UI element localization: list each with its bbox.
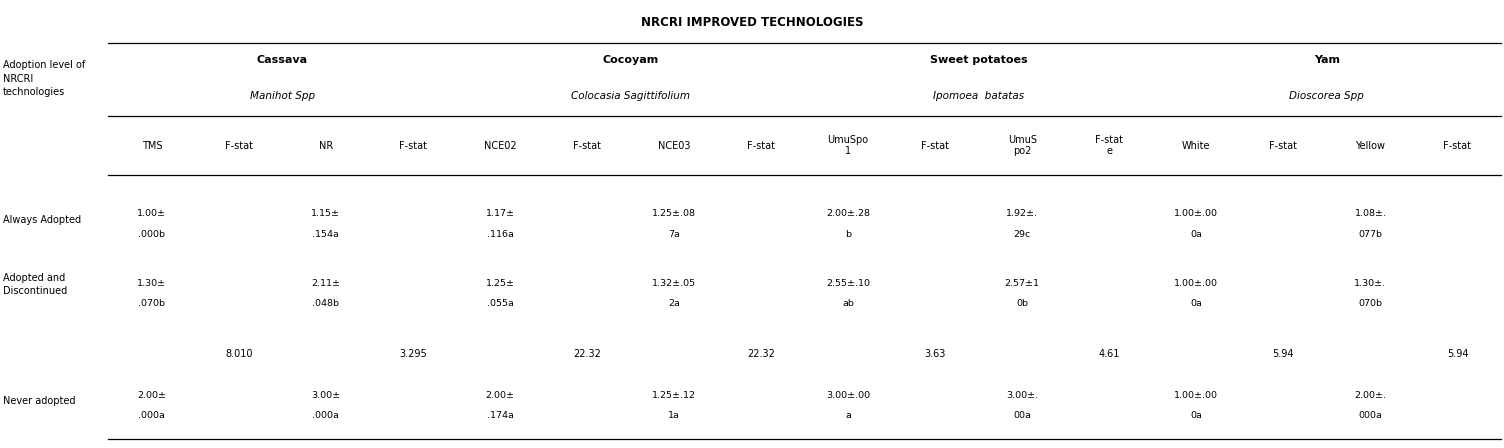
Text: F-stat: F-stat (399, 141, 427, 151)
Text: Ipomoea  batatas: Ipomoea batatas (932, 91, 1024, 101)
Text: 1a: 1a (668, 411, 680, 420)
Text: 1.92±.: 1.92±. (1006, 209, 1038, 218)
Text: 7a: 7a (668, 230, 680, 239)
Text: 0a: 0a (1190, 411, 1202, 420)
Text: .000a: .000a (313, 411, 340, 420)
Text: 2.11±: 2.11± (311, 279, 340, 288)
Text: 2.57±1: 2.57±1 (1005, 279, 1039, 288)
Text: 5.94: 5.94 (1272, 349, 1293, 359)
Text: F-stat: F-stat (1269, 141, 1298, 151)
Text: Cassava: Cassava (257, 56, 308, 65)
Text: NR: NR (319, 141, 332, 151)
Text: 2.00±.: 2.00±. (1355, 391, 1387, 400)
Text: NCE03: NCE03 (657, 141, 690, 151)
Text: 2a: 2a (668, 299, 680, 308)
Text: 00a: 00a (1014, 411, 1032, 420)
Text: Never adopted: Never adopted (3, 396, 75, 406)
Text: 1.00±.00: 1.00±.00 (1175, 391, 1218, 400)
Text: TMS: TMS (141, 141, 162, 151)
Text: 2.00±.28: 2.00±.28 (826, 209, 871, 218)
Text: 5.94: 5.94 (1447, 349, 1468, 359)
Text: .000a: .000a (138, 411, 165, 420)
Text: F-stat: F-stat (573, 141, 602, 151)
Text: 1.25±.12: 1.25±.12 (653, 391, 696, 400)
Text: 1.17±: 1.17± (486, 209, 514, 218)
Text: 1.00±.00: 1.00±.00 (1175, 209, 1218, 218)
Text: Manihot Spp: Manihot Spp (250, 91, 314, 101)
Text: 4.61: 4.61 (1098, 349, 1120, 359)
Text: Dioscorea Spp: Dioscorea Spp (1289, 91, 1364, 101)
Text: 3.00±.00: 3.00±.00 (826, 391, 871, 400)
Text: b: b (845, 230, 851, 239)
Text: 3.63: 3.63 (925, 349, 946, 359)
Text: Always Adopted: Always Adopted (3, 215, 81, 224)
Text: 1.25±.08: 1.25±.08 (653, 209, 696, 218)
Text: F-stat: F-stat (747, 141, 775, 151)
Text: NCE02: NCE02 (484, 141, 516, 151)
Text: White: White (1182, 141, 1211, 151)
Text: 3.295: 3.295 (399, 349, 427, 359)
Text: 2.55±.10: 2.55±.10 (826, 279, 871, 288)
Text: 29c: 29c (1014, 230, 1030, 239)
Text: 0a: 0a (1190, 230, 1202, 239)
Text: Colocasia Sagittifolium: Colocasia Sagittifolium (572, 91, 690, 101)
Text: F-stat: F-stat (226, 141, 253, 151)
Text: 3.00±.: 3.00±. (1006, 391, 1038, 400)
Text: 070b: 070b (1358, 299, 1382, 308)
Text: .070b: .070b (138, 299, 165, 308)
Text: 1.15±: 1.15± (311, 209, 340, 218)
Text: ab: ab (842, 299, 854, 308)
Text: 3.00±: 3.00± (311, 391, 340, 400)
Text: Yam: Yam (1314, 56, 1340, 65)
Text: 0b: 0b (1017, 299, 1029, 308)
Text: .048b: .048b (313, 299, 340, 308)
Text: 1.30±: 1.30± (137, 279, 167, 288)
Text: 2.00±: 2.00± (486, 391, 514, 400)
Text: F-stat
e: F-stat e (1095, 135, 1123, 156)
Text: 1.30±.: 1.30±. (1355, 279, 1387, 288)
Text: 1.00±.00: 1.00±.00 (1175, 279, 1218, 288)
Text: Yellow: Yellow (1355, 141, 1385, 151)
Text: .000b: .000b (138, 230, 165, 239)
Text: .154a: .154a (313, 230, 340, 239)
Text: F-stat: F-stat (922, 141, 949, 151)
Text: Adopted and
Discontinued: Adopted and Discontinued (3, 273, 68, 296)
Text: 2.00±: 2.00± (137, 391, 167, 400)
Text: a: a (845, 411, 851, 420)
Text: 1.25±: 1.25± (486, 279, 514, 288)
Text: .174a: .174a (487, 411, 513, 420)
Text: UmuSpo
1: UmuSpo 1 (827, 135, 869, 156)
Text: UmuS
po2: UmuS po2 (1008, 135, 1036, 156)
Text: F-stat: F-stat (1444, 141, 1471, 151)
Text: 22.32: 22.32 (573, 349, 602, 359)
Text: .055a: .055a (487, 299, 513, 308)
Text: 1.00±: 1.00± (137, 209, 167, 218)
Text: Cocoyam: Cocoyam (603, 56, 659, 65)
Text: NRCRI IMPROVED TECHNOLOGIES: NRCRI IMPROVED TECHNOLOGIES (641, 16, 863, 29)
Text: .116a: .116a (487, 230, 513, 239)
Text: 1.32±.05: 1.32±.05 (653, 279, 696, 288)
Text: Sweet potatoes: Sweet potatoes (929, 56, 1027, 65)
Text: 000a: 000a (1358, 411, 1382, 420)
Text: 1.08±.: 1.08±. (1355, 209, 1387, 218)
Text: 077b: 077b (1358, 230, 1382, 239)
Text: 22.32: 22.32 (747, 349, 775, 359)
Text: Adoption level of
NRCRI
technologies: Adoption level of NRCRI technologies (3, 60, 86, 97)
Text: 8.010: 8.010 (226, 349, 253, 359)
Text: 0a: 0a (1190, 299, 1202, 308)
